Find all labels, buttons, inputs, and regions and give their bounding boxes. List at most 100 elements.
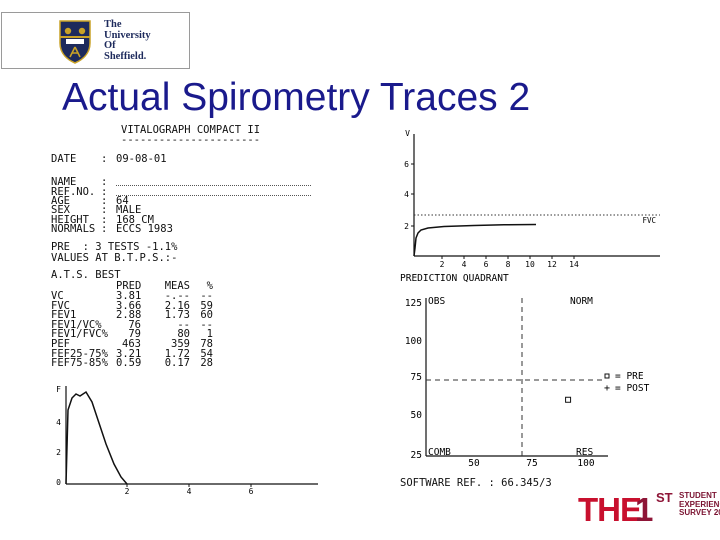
field-blank-line bbox=[116, 185, 311, 186]
table-cell: FEV1/FVC% bbox=[51, 328, 108, 341]
table-cell: 1.73 bbox=[164, 309, 190, 322]
table-header: % bbox=[206, 280, 213, 292]
vt-y-tick-label: 6 bbox=[404, 160, 409, 169]
field-colon: : bbox=[101, 186, 108, 198]
pq-res-label: RES bbox=[576, 447, 593, 458]
table-header: MEAS bbox=[164, 280, 190, 292]
field-label: AGE bbox=[51, 195, 70, 207]
vt-x-tick-label: 10 bbox=[525, 260, 535, 269]
table-cell: 1 bbox=[206, 328, 213, 341]
vt-y-label: V bbox=[405, 129, 410, 138]
vt-x-tick-label: 14 bbox=[569, 260, 579, 269]
vt-y-tick-label: 4 bbox=[404, 190, 409, 199]
pq-x-tick-label: 75 bbox=[526, 458, 537, 468]
table-cell: -- bbox=[177, 318, 190, 331]
table-cell: 463 bbox=[122, 338, 141, 350]
fv-y-tick-label: 0 bbox=[56, 478, 61, 487]
pq-comb-label: COMB bbox=[428, 447, 451, 458]
table-cell: VC bbox=[51, 290, 64, 302]
field-value: 09-08-01 bbox=[116, 153, 167, 165]
table-cell: 359 bbox=[171, 338, 190, 350]
fv-y-tick-label: 2 bbox=[56, 448, 61, 457]
table-cell: 60 bbox=[200, 309, 213, 322]
field-value: 64 bbox=[116, 195, 129, 207]
vt-x-tick-label: 8 bbox=[506, 260, 511, 269]
pq-pre-point bbox=[565, 396, 572, 403]
table-cell: 79 bbox=[128, 328, 141, 341]
field-label: DATE bbox=[51, 153, 77, 165]
field-colon: : bbox=[101, 153, 108, 165]
university-logo: The University Of Sheffield. bbox=[1, 12, 190, 69]
pq-y-tick-label: 75 bbox=[411, 372, 422, 383]
pq-legend-post-marker: + bbox=[604, 383, 610, 394]
pq-y-tick-label: 50 bbox=[411, 410, 423, 421]
printout-underline: ---------------------- bbox=[121, 134, 261, 146]
prediction-quadrant-graph: PREDICTION QUADRANT 125 100 75 50 25 50 75 100 OB… bbox=[400, 273, 650, 468]
volume-time-graph: V 6 4 2 2 4 6 8 10 12 14 FVC bbox=[404, 129, 660, 269]
table-cell: FEF75-85% bbox=[51, 357, 108, 370]
pq-legend-pre-marker bbox=[604, 373, 610, 379]
software-ref: SOFTWARE REF. : 66.345/3 bbox=[400, 477, 552, 489]
table-cell: FVC bbox=[51, 299, 70, 312]
brand-survey-line: STUDENT bbox=[679, 491, 717, 500]
pq-obs-label: OBS bbox=[428, 296, 445, 307]
table-cell: 0.17 bbox=[164, 357, 190, 370]
pq-title: PREDICTION QUADRANT bbox=[400, 273, 509, 284]
printout-header: VITALOGRAPH COMPACT II bbox=[121, 124, 261, 136]
table-cell: 78 bbox=[200, 338, 213, 350]
field-label: REF.NO. bbox=[51, 186, 96, 198]
table-cell: FEV1/VC% bbox=[51, 318, 102, 331]
table-cell: 28 bbox=[200, 357, 213, 370]
field-blank-line bbox=[116, 195, 311, 196]
pq-legend-post-label: = POST bbox=[615, 383, 650, 394]
fv-y-tick-label: 4 bbox=[56, 418, 61, 427]
logo-line: Of bbox=[104, 40, 116, 51]
shield-crest-icon bbox=[59, 20, 91, 64]
table-cell: 3.21 bbox=[116, 347, 142, 360]
vt-volume-curve bbox=[413, 223, 537, 257]
table-cell: 59 bbox=[200, 299, 213, 312]
field-colon: : bbox=[101, 204, 108, 216]
fv-y-label: F bbox=[56, 385, 61, 394]
table-cell: 3.81 bbox=[116, 290, 142, 302]
fv-flow-curve bbox=[65, 390, 128, 485]
logo-line: The bbox=[104, 19, 122, 30]
pq-y-tick-label: 125 bbox=[405, 298, 422, 309]
field-label: NORMALS bbox=[51, 223, 96, 235]
table-cell: FEV1 bbox=[51, 309, 77, 322]
table-cell: 2.88 bbox=[116, 309, 142, 322]
fv-x-tick-label: 2 bbox=[125, 487, 130, 495]
table-cell: -- bbox=[200, 290, 213, 302]
brand-survey-line: EXPERIENCE bbox=[679, 499, 720, 509]
table-cell: 80 bbox=[177, 328, 190, 341]
pq-x-tick-label: 100 bbox=[577, 458, 594, 468]
table-header: PRED bbox=[116, 280, 142, 292]
table-cell: 2.16 bbox=[164, 299, 190, 312]
flow-volume-graph: F 4 2 0 2 4 6 bbox=[56, 385, 318, 495]
field-value: ECCS 1983 bbox=[116, 223, 173, 235]
fv-x-tick-label: 4 bbox=[187, 487, 192, 495]
vt-fvc-label: FVC bbox=[642, 216, 656, 225]
field-colon: : bbox=[101, 223, 108, 235]
field-colon: : bbox=[101, 195, 108, 207]
values-line: VALUES AT B.T.P.S.:- bbox=[51, 252, 178, 264]
field-label: HEIGHT bbox=[51, 214, 89, 226]
field-colon: : bbox=[101, 214, 108, 226]
ats-line: A.T.S. BEST bbox=[51, 269, 121, 281]
logo-line: University bbox=[104, 29, 151, 41]
table-cell: 54 bbox=[200, 347, 213, 360]
vt-x-tick-label: 6 bbox=[484, 260, 489, 269]
table-cell: 76 bbox=[128, 318, 141, 331]
field-colon: : bbox=[101, 176, 108, 188]
pq-y-tick-label: 25 bbox=[411, 450, 422, 461]
field-value: MALE bbox=[116, 204, 142, 216]
table-cell: FEF25-75% bbox=[51, 347, 108, 360]
brand-the: THE bbox=[578, 491, 642, 528]
table-cell: -.-- bbox=[164, 290, 190, 302]
vt-x-tick-label: 2 bbox=[440, 260, 445, 269]
table-cell: 3.66 bbox=[116, 299, 142, 312]
university-name: The University Of Sheffield. bbox=[104, 19, 151, 62]
table-cell: 0.59 bbox=[116, 357, 142, 370]
brand-first: 1 bbox=[635, 491, 653, 528]
brand-survey-text: STUDENT EXPERIENCE SURVEY 2014-15 bbox=[679, 491, 720, 518]
